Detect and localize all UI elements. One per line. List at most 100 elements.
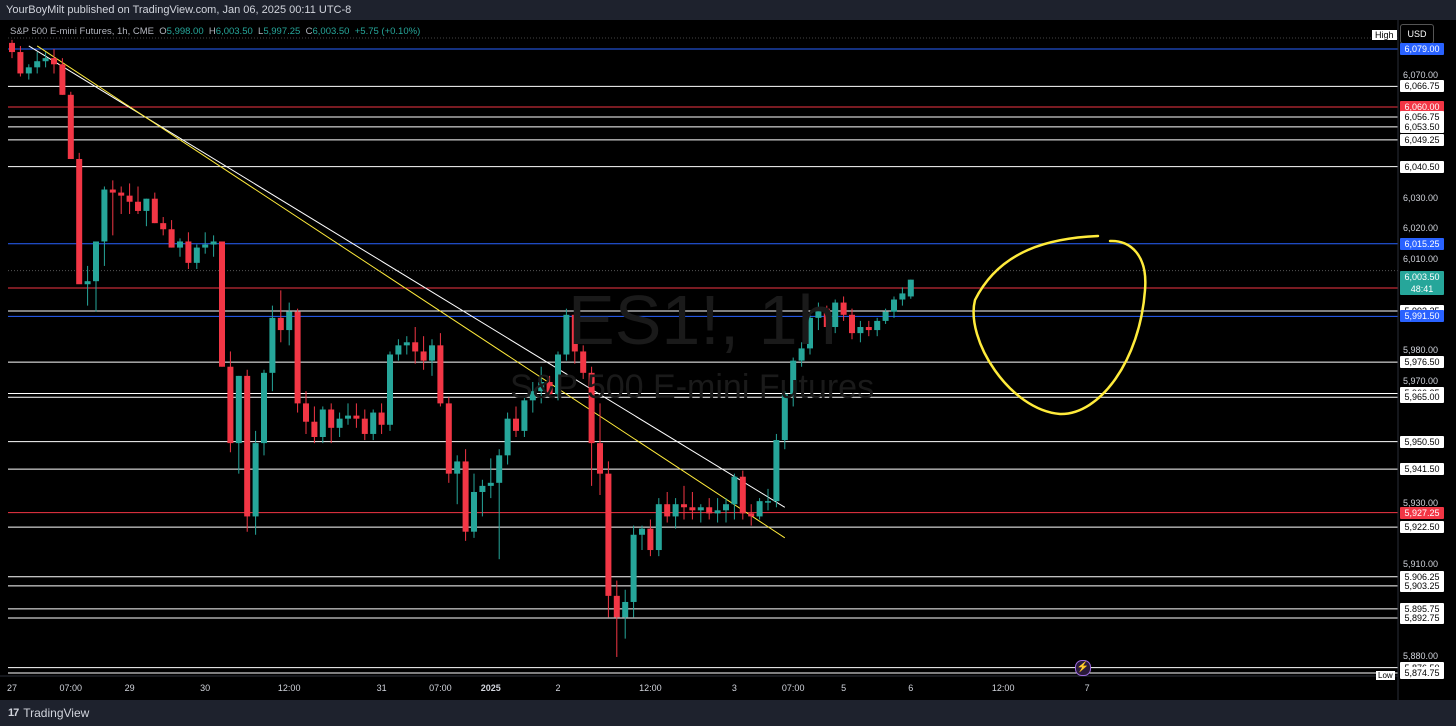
candle-body — [731, 476, 738, 505]
candle-body — [622, 601, 629, 618]
time-tick-label: 07:00 — [429, 683, 452, 693]
candle-body — [118, 192, 125, 196]
level-price-label: 6,066.75 — [1400, 80, 1444, 93]
candle-body — [429, 345, 435, 361]
candle-body — [17, 52, 24, 74]
candle-body — [59, 64, 66, 95]
candle-body — [891, 299, 897, 312]
candle-body — [454, 461, 461, 474]
candle-body — [681, 504, 687, 508]
candle-body — [630, 534, 637, 602]
candle-body — [521, 400, 528, 431]
candle-body — [420, 351, 427, 361]
time-tick-label: 5 — [841, 683, 847, 693]
level-price-label: 6,053.50 — [1400, 120, 1444, 133]
candle-body — [672, 504, 679, 517]
high-badge: High — [1372, 30, 1397, 40]
open-value: 5,998.00 — [166, 26, 204, 37]
candle-body — [319, 409, 326, 437]
time-tick-label: 07:00 — [59, 683, 83, 693]
candle-body — [496, 455, 503, 483]
level-price-label: 6,015.25 — [1400, 237, 1444, 250]
candle-body — [437, 345, 444, 404]
time-tick-label: 29 — [124, 683, 135, 693]
lightning-icon[interactable]: ⚡ — [1075, 660, 1091, 676]
candle-body — [807, 317, 813, 349]
level-price-label: 6,060.00 — [1400, 101, 1444, 114]
candle-body — [555, 354, 561, 395]
price-tick-label: 6,070.00 — [1403, 70, 1439, 81]
time-tick-label: 2025 — [480, 683, 501, 693]
candle-body — [42, 58, 49, 62]
candle-body — [664, 504, 671, 517]
candle-body — [815, 308, 822, 318]
last-price-label: 6,003.50 48:41 — [1400, 270, 1444, 295]
watermark-ticker: ES1!, 1h — [568, 281, 837, 359]
candle-body — [93, 241, 99, 282]
candle-body — [311, 421, 318, 437]
level-price-label: 6,056.75 — [1400, 110, 1444, 123]
level-price-label: 5,991.50 — [1400, 310, 1444, 323]
time-tick-label: 12:00 — [639, 683, 662, 693]
candle-body — [345, 415, 351, 419]
publish-info: YourBoyMilt published on TradingView.com… — [6, 4, 352, 16]
candle-body — [857, 327, 864, 334]
tradingview-brand: TradingView — [23, 706, 90, 720]
candle-body — [193, 247, 200, 263]
candle-body — [445, 403, 452, 474]
change-value: +5.75 (+0.10%) — [354, 26, 421, 37]
candle-body — [639, 528, 645, 535]
level-price-label: 6,040.50 — [1400, 160, 1444, 173]
level-price-label: 5,906.25 — [1400, 570, 1444, 583]
candle-body — [773, 440, 780, 502]
candle-body — [51, 58, 57, 65]
candle-body — [907, 279, 914, 297]
candle-body — [580, 351, 587, 373]
candle-body — [697, 507, 704, 511]
price-tick-label: 5,930.00 — [1403, 498, 1439, 509]
time-tick-label: 12:00 — [277, 683, 301, 693]
candle-body — [160, 223, 167, 230]
candle-body — [487, 482, 494, 486]
candle-body — [781, 394, 788, 441]
candle-body — [143, 198, 150, 211]
candle-body — [403, 342, 410, 346]
level-price-label: 5,965.00 — [1400, 391, 1444, 404]
time-tick-label: 31 — [376, 683, 387, 693]
watermark-name: S&P 500 E-mini Futures — [510, 368, 875, 406]
level-price-label: 5,892.75 — [1400, 612, 1444, 624]
last-price-value: 6,003.50 — [1404, 271, 1440, 282]
candle-body — [101, 189, 108, 242]
tradingview-logo-icon: 17 — [8, 707, 19, 719]
candle-body — [185, 241, 192, 263]
annotation-circle — [972, 234, 1147, 416]
time-tick-label: 30 — [200, 683, 211, 693]
candle-body — [723, 504, 729, 511]
candle-body — [227, 366, 234, 444]
candle-body — [479, 485, 486, 492]
candle-body — [353, 415, 360, 419]
currency-button[interactable]: USD — [1400, 24, 1434, 44]
candle-body — [571, 314, 578, 352]
candle-body — [613, 595, 620, 618]
candle-body — [219, 241, 225, 367]
symbol-name[interactable]: S&P 500 E-mini Futures, 1h, CME — [10, 26, 154, 37]
price-tick-label: 5,910.00 — [1403, 559, 1439, 570]
symbol-header: S&P 500 E-mini Futures, 1h, CME O5,998.0… — [10, 26, 420, 37]
price-tick-label: 6,020.00 — [1403, 223, 1439, 234]
time-tick-label: 6 — [908, 683, 914, 693]
candle-body — [202, 244, 209, 248]
candle-body — [261, 372, 267, 444]
price-tick-label: 6,030.00 — [1403, 192, 1439, 203]
candle-body — [865, 327, 872, 331]
candle-body — [462, 461, 469, 532]
candle-body — [832, 302, 839, 328]
high-label: H — [208, 26, 216, 37]
candle-body — [76, 158, 83, 285]
candle-body — [689, 507, 696, 511]
candle-body — [210, 241, 217, 245]
candle-body — [739, 476, 746, 514]
tradingview-logo: 17 TradingView — [8, 706, 89, 720]
publish-bar: YourBoyMilt published on TradingView.com… — [0, 0, 1456, 20]
